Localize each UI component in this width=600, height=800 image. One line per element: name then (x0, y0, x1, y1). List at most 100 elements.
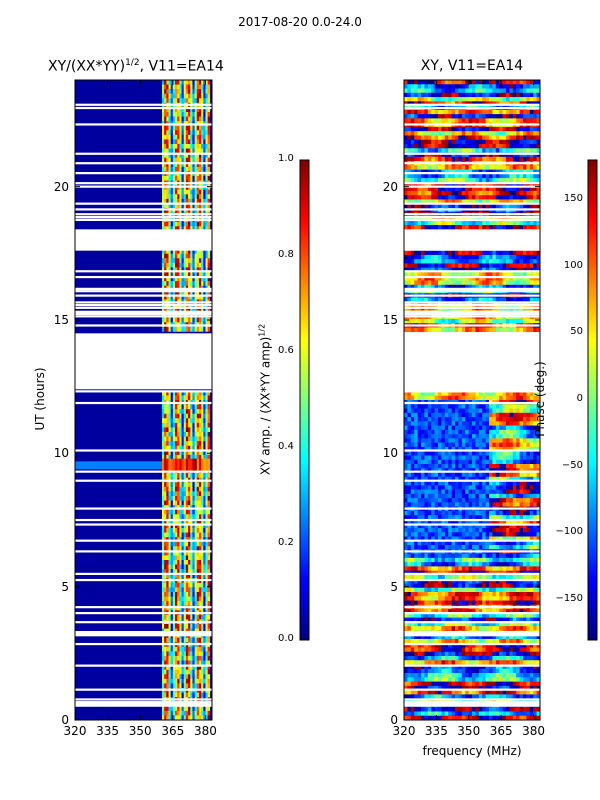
amp-cell (161, 482, 165, 488)
amp-cell (183, 116, 187, 122)
amp-cell (188, 564, 191, 570)
phase-cell (482, 165, 486, 170)
amp-cell (203, 441, 206, 447)
amp-cell (177, 441, 180, 447)
amp-cell (175, 130, 178, 136)
phase-cell (424, 114, 429, 119)
amp-cell (192, 518, 195, 524)
amp-cell (166, 624, 169, 629)
phase-cell (461, 263, 466, 269)
phase-cell (434, 284, 439, 290)
phase-cell (441, 139, 446, 145)
amp-cell (196, 450, 200, 456)
amp-cell (168, 715, 171, 720)
amp-cell (164, 226, 167, 232)
phase-cell (512, 169, 517, 175)
phase-cell (404, 84, 408, 89)
amp-cell (170, 317, 174, 323)
phase-cell (536, 182, 540, 187)
amp-cell (205, 281, 208, 287)
amp-cell (190, 326, 193, 332)
amp-cell (207, 555, 211, 561)
phase-cell (482, 109, 486, 115)
phase-cell (444, 165, 449, 170)
phase-cell (404, 156, 408, 162)
phase-cell (444, 109, 449, 115)
amp-cell (207, 153, 211, 159)
amp-cell (161, 692, 165, 698)
phase-cell (451, 267, 456, 273)
amp-cell (207, 678, 211, 684)
phase-cell (461, 173, 466, 179)
amp-cell (161, 395, 165, 401)
amp-cell (185, 281, 189, 287)
phase-cell (526, 144, 531, 149)
phase-cell (438, 80, 442, 85)
amp-cell (183, 427, 187, 433)
amp-cell (185, 130, 189, 136)
amp-cell (166, 573, 169, 579)
phase-cell (502, 88, 507, 94)
phase-cell (516, 109, 520, 115)
amp-cell (164, 84, 167, 90)
phase-cell (485, 101, 490, 106)
amp-cell (203, 258, 206, 264)
phase-cell (448, 135, 452, 141)
amp-cell (205, 541, 208, 547)
amp-cell (177, 404, 180, 410)
amp-cell (207, 656, 211, 661)
phase-cell (424, 263, 429, 269)
amp-cell (185, 107, 189, 113)
phase-cell (421, 144, 425, 149)
amp-cell (175, 418, 178, 424)
phase-cell (509, 131, 514, 136)
amp-cell (183, 546, 187, 552)
amp-cell (207, 413, 211, 419)
amp-cell (207, 669, 211, 675)
amp-cell (166, 560, 169, 565)
amp-cell (168, 130, 171, 136)
phase-cell (523, 259, 527, 264)
amp-cell (175, 267, 178, 273)
phase-cell (512, 250, 517, 256)
amp-cell (205, 427, 208, 433)
amp-cell (203, 194, 206, 200)
amp-cell (192, 258, 195, 264)
phase-cell (424, 272, 429, 277)
phase-cell (472, 220, 476, 226)
amp-cell (205, 573, 208, 579)
phase-cell (516, 190, 520, 196)
phase-cell (495, 276, 500, 281)
amp-cell (168, 514, 171, 520)
phase-cell (533, 267, 537, 273)
phase-cell (509, 225, 514, 230)
phase-cell (434, 97, 439, 102)
amp-cell (181, 294, 185, 300)
amp-cell (172, 413, 176, 419)
amp-cell (183, 84, 187, 90)
flag-stripe (75, 634, 212, 637)
amp-cell (207, 473, 211, 479)
amp-cell (205, 317, 208, 323)
amp-cell (183, 262, 187, 268)
amp-cell (201, 665, 204, 671)
amp-cell (205, 98, 208, 104)
phase-cell (404, 391, 408, 397)
phase-cell (451, 186, 456, 192)
phase-cell (404, 267, 408, 273)
phase-cell (465, 259, 469, 264)
phase-cell (492, 118, 497, 123)
amp-cell (185, 614, 189, 620)
phase-cell (533, 92, 537, 98)
amp-cell (188, 706, 191, 712)
phase-cell (519, 97, 524, 102)
amp-cell (170, 404, 174, 410)
phase-cell (461, 101, 466, 106)
amp-cell (168, 674, 171, 680)
amp-cell (161, 198, 165, 204)
phase-cell (421, 92, 425, 98)
amp-cell (183, 601, 187, 607)
amp-cell (179, 541, 182, 547)
amp-cell (172, 326, 176, 332)
phase-cell (417, 272, 422, 277)
